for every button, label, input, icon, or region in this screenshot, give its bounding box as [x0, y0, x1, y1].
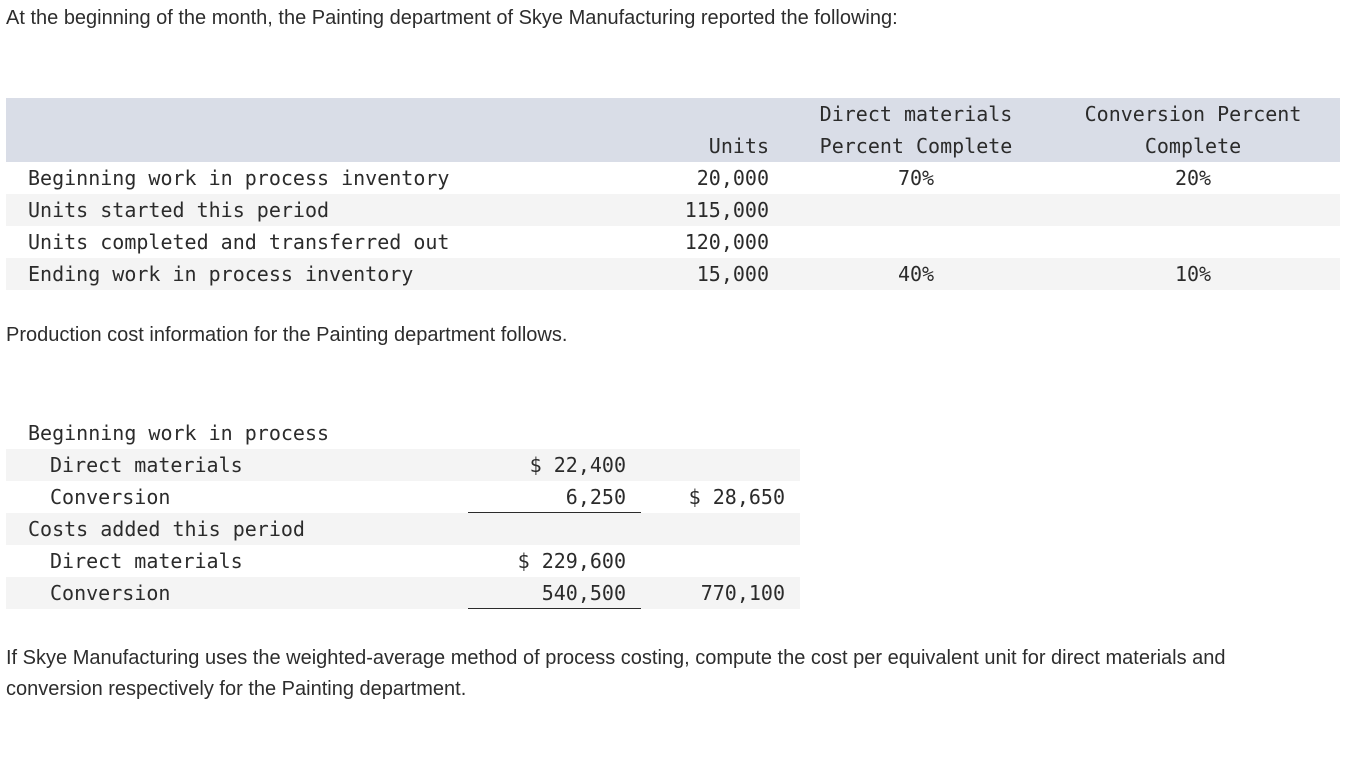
row-label: Costs added this period — [28, 517, 305, 541]
table-row: Costs added this period — [6, 513, 800, 545]
units-table: Units Direct materials Percent Complete … — [6, 98, 1340, 290]
row-label: Beginning work in process inventory — [28, 166, 450, 190]
header-dm-line2: Percent Complete — [819, 134, 1013, 158]
row-units: 115,000 — [684, 198, 769, 222]
row-cv-percent: 10% — [1174, 262, 1212, 286]
row-units: 15,000 — [696, 262, 769, 286]
table-row: Direct materials $ 22,400 — [6, 449, 800, 481]
subtotal-underline — [468, 512, 641, 513]
intro-text: At the beginning of the month, the Paint… — [6, 7, 898, 29]
row-label: Conversion — [50, 581, 171, 605]
header-direct-materials: Direct materials Percent Complete — [796, 98, 1036, 162]
row-total: $ 28,650 — [688, 485, 785, 509]
cost-intro-text: Production cost information for the Pain… — [6, 324, 568, 346]
row-label: Conversion — [50, 485, 171, 509]
cost-table: Beginning work in process Direct materia… — [6, 417, 800, 609]
row-units: 120,000 — [684, 230, 769, 254]
table-row: Beginning work in process inventory 20,0… — [6, 162, 1340, 194]
header-units: Units — [708, 134, 769, 158]
row-units: 20,000 — [696, 166, 769, 190]
row-label: Direct materials — [50, 549, 243, 573]
row-label: Direct materials — [50, 453, 243, 477]
row-amount: $ 22,400 — [529, 453, 626, 477]
row-amount: 6,250 — [565, 485, 626, 509]
units-table-header: Units Direct materials Percent Complete … — [6, 98, 1340, 162]
row-cv-percent: 20% — [1174, 166, 1212, 190]
table-row: Conversion 540,500 770,100 — [6, 577, 800, 609]
row-label: Units started this period — [28, 198, 330, 222]
header-dm-line1: Direct materials — [819, 102, 1013, 126]
table-row: Direct materials $ 229,600 — [6, 545, 800, 577]
row-dm-percent: 40% — [897, 262, 935, 286]
header-conversion: Conversion Percent Complete — [1066, 98, 1320, 162]
question-text: If Skye Manufacturing uses the weighted-… — [6, 647, 1226, 700]
header-cv-line1: Conversion Percent — [1084, 102, 1302, 126]
row-amount: 540,500 — [541, 581, 626, 605]
row-label: Units completed and transferred out — [28, 230, 450, 254]
table-row: Units completed and transferred out 120,… — [6, 226, 1340, 258]
row-label: Ending work in process inventory — [28, 262, 414, 286]
subtotal-underline — [468, 608, 641, 609]
table-row: Units started this period 115,000 — [6, 194, 1340, 226]
table-row: Conversion 6,250 $ 28,650 — [6, 481, 800, 513]
table-row: Ending work in process inventory 15,000 … — [6, 258, 1340, 290]
row-dm-percent: 70% — [897, 166, 935, 190]
header-cv-line2: Complete — [1144, 134, 1242, 158]
row-total: 770,100 — [700, 581, 785, 605]
row-label: Beginning work in process — [28, 421, 330, 445]
table-row: Beginning work in process — [6, 417, 800, 449]
row-amount: $ 229,600 — [517, 549, 626, 573]
